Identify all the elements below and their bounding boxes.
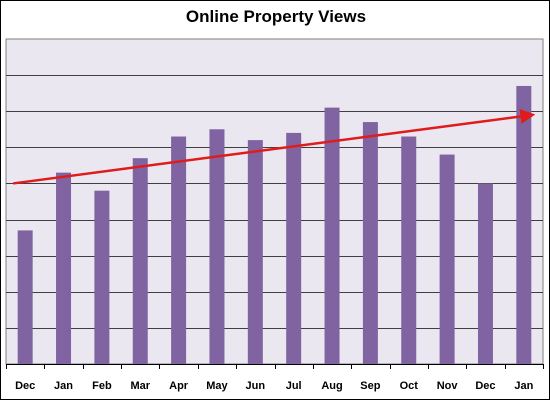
x-tick-label: Jun (246, 380, 266, 392)
x-tick-label: Jan (514, 380, 533, 392)
bar-nov-11 (439, 154, 455, 364)
x-tick-label: Oct (400, 380, 419, 392)
x-tick-label: Jan (54, 380, 73, 392)
chart-title: Online Property Views (185, 7, 367, 26)
x-tick-label: Dec (475, 380, 495, 392)
bar-sep-9 (362, 122, 378, 364)
x-tick-label: Mar (130, 380, 150, 392)
bar-dec-12 (477, 183, 493, 364)
trend-arrow (13, 109, 536, 185)
bar-dec-0 (17, 230, 33, 364)
x-tick-label: Sep (360, 380, 380, 392)
x-tick-label: Dec (15, 380, 35, 392)
bar-jul-7 (286, 132, 302, 364)
plot-area (5, 38, 544, 365)
x-tick-label: Apr (169, 380, 189, 392)
x-tick-label: Aug (321, 380, 342, 392)
x-tick-label: May (206, 380, 228, 392)
bar-apr-4 (171, 136, 187, 364)
bar-jun-6 (247, 140, 263, 364)
bar-aug-8 (324, 107, 340, 364)
bar-mar-3 (132, 158, 148, 364)
bar-oct-10 (401, 136, 417, 364)
bar-may-5 (209, 129, 225, 364)
x-tick-label: Feb (92, 380, 112, 392)
bar-feb-2 (94, 190, 110, 364)
bar-jan-13 (516, 85, 532, 364)
x-tick-label: Jul (286, 380, 302, 392)
x-tick-label: Nov (437, 380, 459, 392)
bar-jan-1 (56, 172, 72, 364)
